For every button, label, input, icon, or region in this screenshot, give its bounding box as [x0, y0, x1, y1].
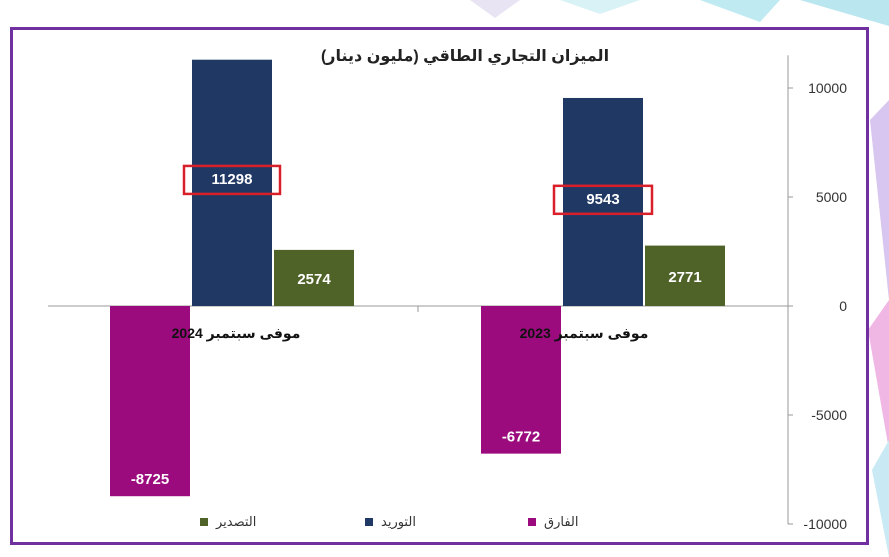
y-tick-label: 0 [839, 298, 847, 314]
data-label: 2771 [668, 269, 701, 286]
y-tick-label: -5000 [811, 407, 847, 423]
highlight-box [552, 184, 654, 216]
legend-item-export: التصدير [200, 514, 256, 530]
data-label: 11298 [212, 171, 253, 188]
bar [110, 306, 190, 497]
chart-title: الميزان التجاري الطاقي (مليون دينار) [320, 48, 610, 65]
legend-swatch-import [365, 518, 373, 526]
y-tick-label: -10000 [803, 516, 847, 532]
y-tick-label: 10000 [808, 80, 847, 96]
data-label: -6772 [502, 429, 540, 446]
bar [192, 59, 272, 306]
legend-swatch-export [200, 518, 208, 526]
data-label: -8725 [131, 471, 169, 488]
legend-label-import: التوريد [381, 514, 416, 529]
legend-label-difference: الفارق [544, 514, 579, 529]
legend-label-export: التصدير [216, 514, 257, 529]
data-label: 9543 [586, 191, 619, 208]
category-label: موفى سبتمبر 2024 [172, 325, 301, 342]
y-tick-label: 5000 [816, 189, 847, 205]
bar [645, 245, 725, 306]
legend-item-import: التوريد [365, 514, 416, 530]
data-label: 2574 [297, 271, 331, 288]
bar [481, 306, 561, 454]
category-label: موفى سبتمبر 2023 [520, 325, 649, 342]
highlight-box [182, 164, 282, 196]
bar [274, 249, 354, 306]
bar [563, 97, 643, 306]
legend-swatch-difference [528, 518, 536, 526]
legend-item-difference: الفارق [528, 514, 578, 530]
